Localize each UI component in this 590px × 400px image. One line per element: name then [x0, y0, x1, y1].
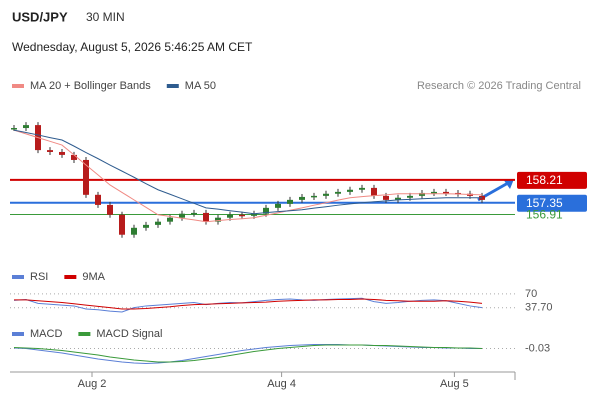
candle	[95, 194, 101, 205]
candle	[227, 214, 233, 218]
candle	[275, 203, 281, 208]
candle	[215, 217, 221, 222]
candle	[131, 227, 137, 235]
candle	[335, 191, 341, 194]
legend-swatch	[78, 332, 91, 336]
legend-swatch	[12, 275, 24, 279]
candle	[239, 214, 245, 217]
level-box	[517, 171, 587, 189]
legend-swatch	[64, 275, 77, 279]
candle	[167, 217, 173, 222]
level-label: 158.21	[526, 173, 563, 187]
symbol: USD/JPY	[12, 9, 68, 24]
legend-label: MACD	[30, 328, 62, 340]
legend-label: MA 50	[185, 80, 216, 92]
legend-swatch	[12, 332, 24, 336]
series-line	[13, 344, 483, 363]
legend-swatch	[166, 84, 179, 88]
forecast-arrow-head	[503, 179, 514, 189]
candle	[419, 192, 425, 196]
candle	[83, 159, 89, 195]
candle	[299, 196, 305, 200]
candle	[23, 125, 29, 129]
series-line	[13, 129, 483, 223]
candle	[323, 193, 329, 196]
legend-swatch	[12, 84, 24, 88]
legend-label: MA 20 + Bollinger Bands	[30, 80, 151, 92]
level-label: -0.03	[525, 342, 550, 354]
candle	[443, 191, 449, 194]
candle	[287, 199, 293, 204]
legend-label: RSI	[30, 271, 48, 283]
candle	[371, 187, 377, 196]
candle	[143, 224, 149, 228]
candle	[107, 204, 113, 215]
interval: 30 MIN	[86, 10, 125, 24]
candle	[431, 191, 437, 194]
candle	[311, 195, 317, 198]
candle	[263, 207, 269, 214]
candle	[47, 150, 53, 152]
candle	[347, 189, 353, 192]
candle	[203, 212, 209, 222]
series-line	[13, 129, 482, 215]
x-tick-label: Aug 4	[267, 378, 296, 390]
datetime: Wednesday, August 5, 2026 5:46:25 AM CET	[12, 40, 253, 54]
series-line	[14, 298, 483, 310]
candle	[359, 187, 365, 190]
candle	[11, 128, 17, 130]
candle	[179, 213, 185, 218]
level-label: 70	[525, 288, 537, 300]
candle	[191, 212, 197, 215]
candle	[119, 214, 125, 235]
candle	[407, 195, 413, 198]
candle	[71, 154, 77, 160]
candle	[383, 195, 389, 200]
candle	[395, 197, 401, 200]
candle	[251, 213, 257, 216]
level-box	[517, 194, 587, 212]
level-label: 157.35	[526, 196, 563, 210]
level-label: 156.91	[526, 208, 563, 222]
candle	[155, 221, 161, 225]
legend-label: MACD Signal	[96, 328, 162, 340]
legend-label: 9MA	[82, 271, 105, 283]
level-label: 37.70	[525, 302, 553, 314]
credit: Research © 2026 Trading Central	[417, 80, 581, 92]
x-tick-label: Aug 5	[440, 378, 469, 390]
x-tick-label: Aug 2	[78, 378, 107, 390]
candle	[59, 151, 65, 155]
